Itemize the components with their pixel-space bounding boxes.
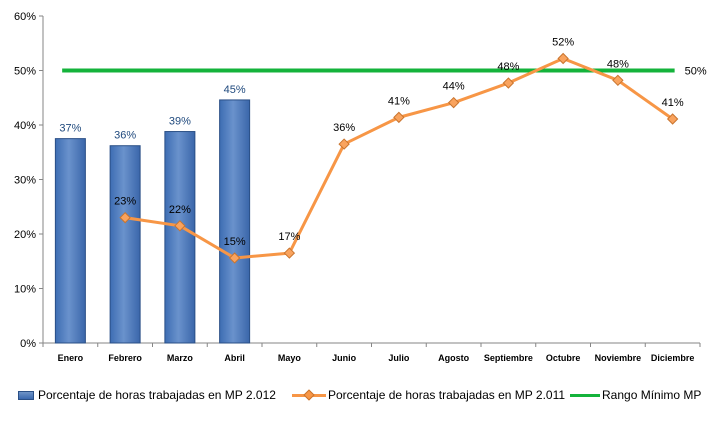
bar-data-label: 37% (59, 123, 81, 135)
y-tick-label: 40% (14, 120, 36, 132)
y-tick-label: 0% (20, 338, 36, 350)
legend-swatch-bar (18, 390, 34, 400)
line-data-label: 41% (662, 97, 684, 109)
x-tick-label: Julio (388, 353, 410, 363)
diamond-marker-icon (303, 389, 315, 401)
y-tick-label: 10% (14, 284, 36, 296)
line-point (612, 74, 624, 87)
axes: 0% 10% 20% 30% 40% 50% 60% Enero Febrero Marzo Abr… (14, 11, 701, 363)
legend: Porcentaje de horas trabajadas en MP 2.0… (0, 384, 715, 406)
x-tick-label: Octubre (546, 353, 581, 363)
bar (219, 99, 251, 344)
line-data-label: 17% (278, 231, 300, 243)
line-data-label: 36% (333, 122, 355, 134)
line-point (666, 113, 679, 125)
min-range-label: 50% (685, 66, 707, 78)
x-tick-label: Marzo (167, 353, 194, 363)
line-point (174, 220, 186, 232)
line-point (119, 211, 131, 224)
data-labels: 37% 36% 39% 45% 50% 23% 22% 15% 17% 36% 41% 44% 48% 5… (59, 37, 707, 248)
line-series (62, 52, 679, 264)
line-2011 (124, 57, 674, 260)
bar-series (54, 99, 251, 344)
bar-data-label: 39% (169, 116, 191, 128)
legend-item-bar-2012: Porcentaje de horas trabajadas en MP 2.0… (18, 388, 276, 402)
x-tick-label: Junio (332, 353, 357, 363)
bar-data-label: 36% (114, 130, 136, 142)
x-tick-label: Mayo (278, 353, 302, 363)
legend-label-line-2011: Porcentaje de horas trabajadas en MP 2.0… (328, 388, 566, 402)
line-point (447, 96, 460, 109)
line-data-label: 15% (224, 236, 246, 248)
y-tick-label: 30% (14, 175, 36, 187)
bar (54, 138, 86, 344)
line-data-label: 41% (388, 95, 410, 107)
y-tick-label: 20% (14, 229, 36, 241)
line-data-label: 48% (607, 58, 629, 70)
x-tick-label: Enero (58, 353, 84, 363)
line-point (502, 77, 515, 89)
line-data-label: 48% (497, 61, 519, 73)
y-tick-label: 60% (14, 11, 36, 23)
legend-swatch-green-line (570, 390, 600, 400)
legend-item-min-range: Rango Mínimo MP (570, 388, 701, 402)
legend-label-min-range: Rango Mínimo MP (602, 388, 702, 402)
line-data-label: 52% (552, 37, 574, 49)
line-point (393, 111, 405, 124)
bar (164, 131, 196, 344)
legend-swatch-orange-line (292, 389, 326, 401)
legend-item-line-2011: Porcentaje de horas trabajadas en MP 2.0… (292, 388, 565, 402)
x-tick-label: Noviembre (595, 353, 642, 363)
x-tick-label: Septiembre (484, 353, 533, 363)
y-tick-label: 50% (14, 66, 36, 78)
x-tick-label: Febrero (108, 353, 142, 363)
line-point (338, 138, 350, 150)
x-tick-label: Diciembre (651, 353, 695, 363)
chart: 0% 10% 20% 30% 40% 50% 60% Enero Febrero Marzo Abr… (14, 11, 707, 363)
line-point (228, 252, 241, 264)
line-data-label: 23% (114, 196, 136, 208)
bar (109, 145, 141, 344)
line-point (557, 52, 569, 65)
legend-label-bar-2012: Porcentaje de horas trabajadas en MP 2.0… (38, 388, 276, 402)
line-data-label: 44% (443, 81, 465, 93)
x-tick-label: Agosto (438, 353, 469, 363)
line-point (283, 247, 296, 259)
x-tick-label: Abril (224, 353, 245, 363)
bar-data-label: 45% (224, 84, 246, 96)
line-data-label: 22% (169, 204, 191, 216)
